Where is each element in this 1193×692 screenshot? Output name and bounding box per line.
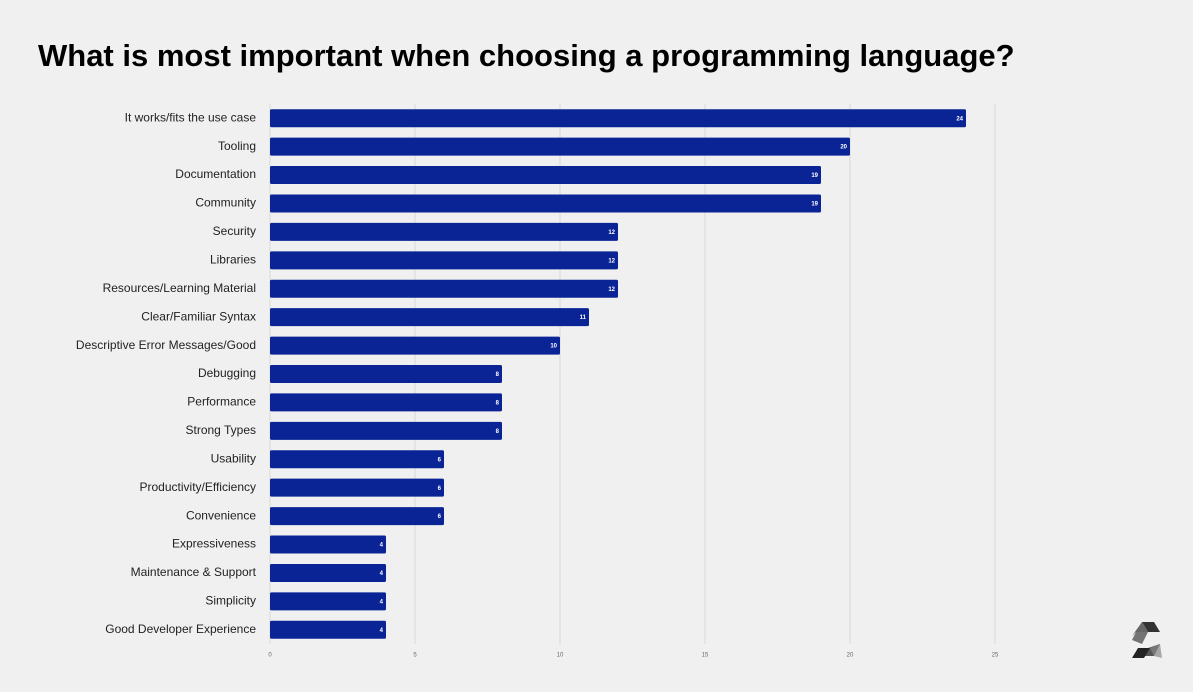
- y-tick-label: Resources/Learning Material: [103, 281, 256, 295]
- bar: [270, 478, 444, 497]
- data-label: 20: [840, 145, 847, 151]
- y-tick-label: It works/fits the use case: [125, 110, 257, 124]
- y-tick-label: Security: [213, 224, 256, 238]
- y-tick-label: Usability: [211, 451, 256, 465]
- data-label: 10: [550, 344, 557, 350]
- y-tick-label: Strong Types: [186, 423, 257, 437]
- data-label: 8: [496, 429, 500, 435]
- y-tick-label: Convenience: [186, 508, 256, 522]
- data-label: 4: [380, 599, 384, 605]
- bar: [270, 535, 386, 554]
- bar: [270, 222, 618, 241]
- y-tick-label: Tooling: [218, 139, 256, 153]
- data-label: 4: [380, 628, 384, 634]
- x-tick-label: 20: [847, 653, 854, 659]
- data-label: 8: [496, 400, 500, 406]
- x-tick-label: 10: [557, 653, 564, 659]
- x-tick-label: 0: [268, 653, 272, 659]
- bar: [270, 563, 386, 582]
- y-tick-label: Maintenance & Support: [131, 565, 257, 579]
- bar: [270, 365, 502, 383]
- bar: [270, 166, 821, 185]
- data-label: 8: [496, 372, 500, 378]
- data-label: 6: [438, 514, 442, 520]
- bar: [270, 336, 560, 355]
- bar: [270, 592, 386, 611]
- bar: [270, 194, 821, 213]
- bar: [270, 308, 589, 327]
- x-tick-label: 15: [702, 653, 709, 659]
- bar: [270, 279, 618, 298]
- data-label: 6: [438, 486, 442, 492]
- y-tick-label: Community: [195, 196, 256, 210]
- data-label: 6: [438, 457, 442, 463]
- y-tick-label: Good Developer Experience: [105, 622, 256, 636]
- bar: [270, 421, 502, 440]
- bar: [270, 507, 444, 526]
- logo: [1132, 622, 1162, 658]
- data-label: 24: [956, 116, 963, 122]
- y-tick-label: Expressiveness: [172, 537, 256, 551]
- chart-title: What is most important when choosing a p…: [38, 38, 1015, 73]
- y-tick-label: Descriptive Error Messages/Good: [76, 338, 256, 352]
- y-tick-label: Libraries: [210, 252, 256, 266]
- y-tick-label: Simplicity: [205, 594, 256, 608]
- data-label: 19: [811, 173, 818, 179]
- bar: [270, 450, 444, 469]
- data-label: 12: [608, 287, 615, 293]
- y-tick-label: Productivity/Efficiency: [140, 480, 257, 494]
- data-label: 11: [580, 315, 587, 321]
- data-label: 4: [380, 543, 384, 549]
- y-tick-label: Performance: [187, 395, 256, 409]
- y-tick-label: Documentation: [175, 167, 256, 181]
- bar: [270, 137, 850, 156]
- bar: [270, 109, 966, 128]
- x-tick-label: 25: [992, 653, 999, 659]
- x-tick-label: 5: [413, 653, 417, 659]
- data-label: 19: [811, 202, 818, 208]
- y-tick-label: Clear/Familiar Syntax: [141, 309, 256, 323]
- data-label: 12: [608, 258, 615, 264]
- bar: [270, 620, 386, 639]
- bar: [270, 393, 502, 412]
- data-label: 4: [380, 571, 384, 577]
- y-tick-label: Debugging: [198, 366, 256, 380]
- bar: [270, 251, 618, 270]
- data-label: 12: [608, 230, 615, 236]
